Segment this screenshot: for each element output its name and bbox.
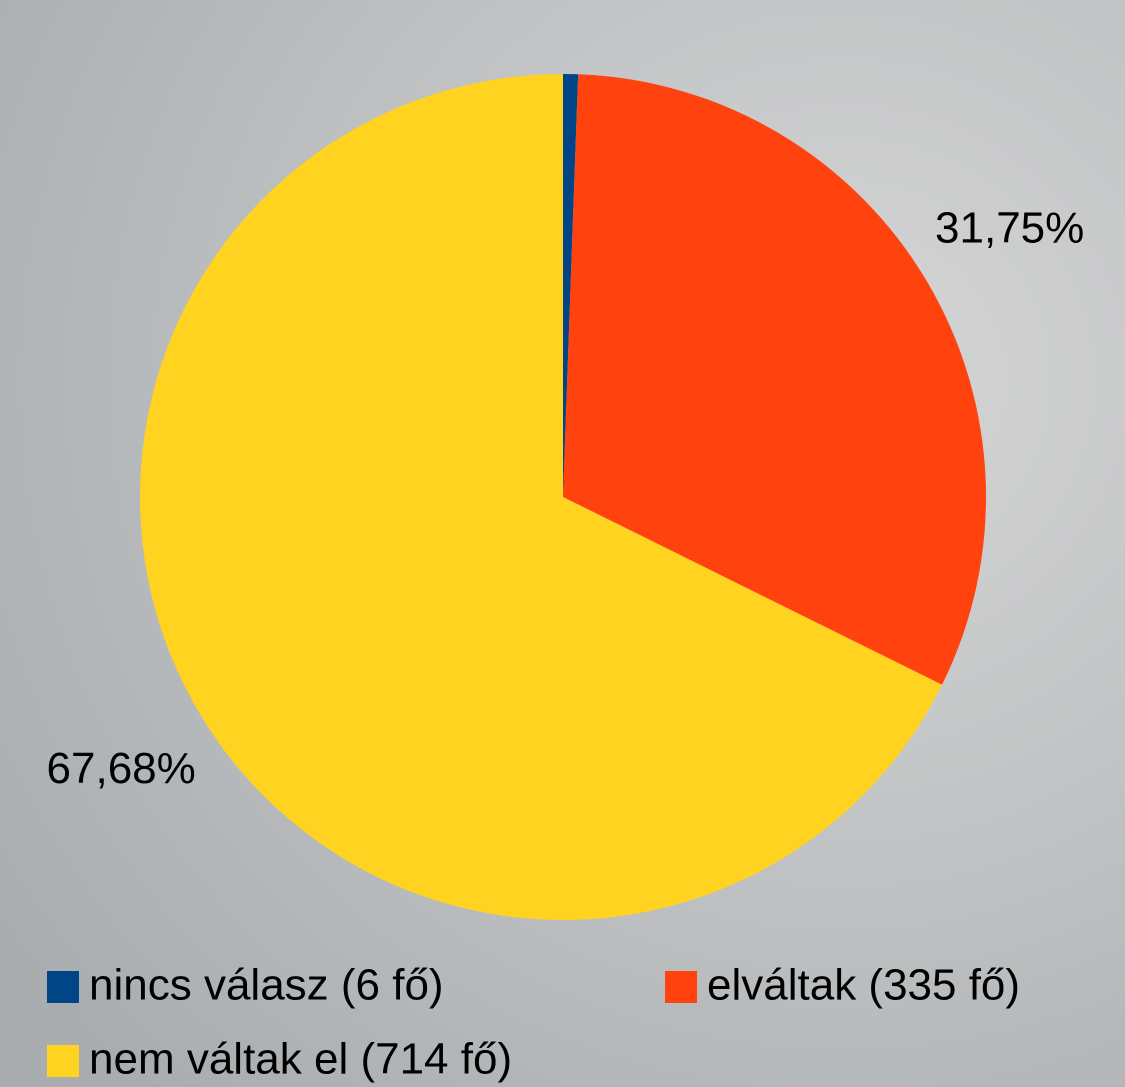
legend-label: nincs válasz (6 fő)	[89, 961, 444, 1010]
data-label: 31,75%	[935, 203, 1084, 252]
legend-label: nem váltak el (714 fő)	[89, 1035, 512, 1084]
chart: 0,57%31,75%67,68%nincs válasz (6 fő)elvá…	[0, 0, 1125, 1087]
legend-swatch	[47, 971, 79, 1003]
data-label: 67,68%	[47, 744, 196, 793]
legend-swatch	[665, 971, 697, 1003]
legend-swatch	[47, 1045, 79, 1077]
legend-label: elváltak (335 fő)	[707, 961, 1020, 1010]
